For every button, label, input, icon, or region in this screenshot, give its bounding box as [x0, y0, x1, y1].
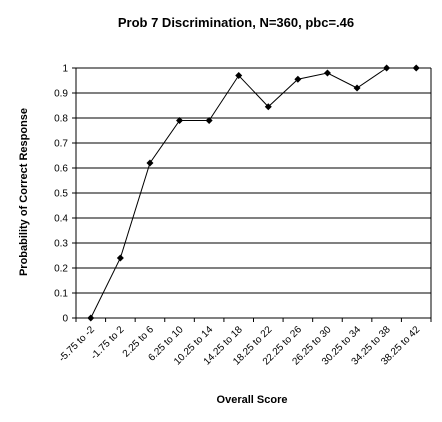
y-tick-label: 0: [62, 314, 68, 325]
y-tick-label: 0.7: [54, 139, 68, 150]
data-point: [383, 64, 391, 72]
x-axis-title: Overall Score: [217, 394, 288, 406]
y-axis-title: Probability of Correct Response: [18, 108, 30, 276]
data-point: [146, 159, 154, 167]
data-point: [264, 103, 272, 111]
y-tick-label: 1: [62, 64, 68, 75]
data-point: [205, 117, 213, 124]
y-tick-label: 0.1: [54, 289, 68, 300]
y-tick-label: 0.2: [54, 264, 68, 275]
data-point: [87, 314, 95, 322]
y-tick-label: 0.5: [54, 189, 68, 200]
chart-title: Prob 7 Discrimination, N=360, pbc=.46: [118, 15, 354, 30]
data-point: [176, 117, 184, 124]
plot-area: 0 0.1 0.2 0.3 0.4 0.5 0.6 0.7 0.8 0.9 1 -5.75 to -2…: [54, 64, 432, 368]
data-point: [353, 84, 361, 92]
y-tick-label: 0.9: [54, 89, 68, 100]
y-tick-label: 0.6: [54, 164, 68, 175]
y-tick-label: 0.3: [54, 239, 68, 250]
data-point: [323, 69, 331, 77]
data-point: [235, 72, 243, 79]
y-tick-label: 0.8: [54, 114, 68, 125]
y-tick-label: 0.4: [54, 214, 68, 225]
data-point: [116, 254, 124, 262]
data-point: [412, 64, 420, 72]
x-tick-label: -5.75 to -2: [57, 324, 97, 364]
series-line: [90, 67, 417, 319]
data-point: [294, 75, 302, 83]
